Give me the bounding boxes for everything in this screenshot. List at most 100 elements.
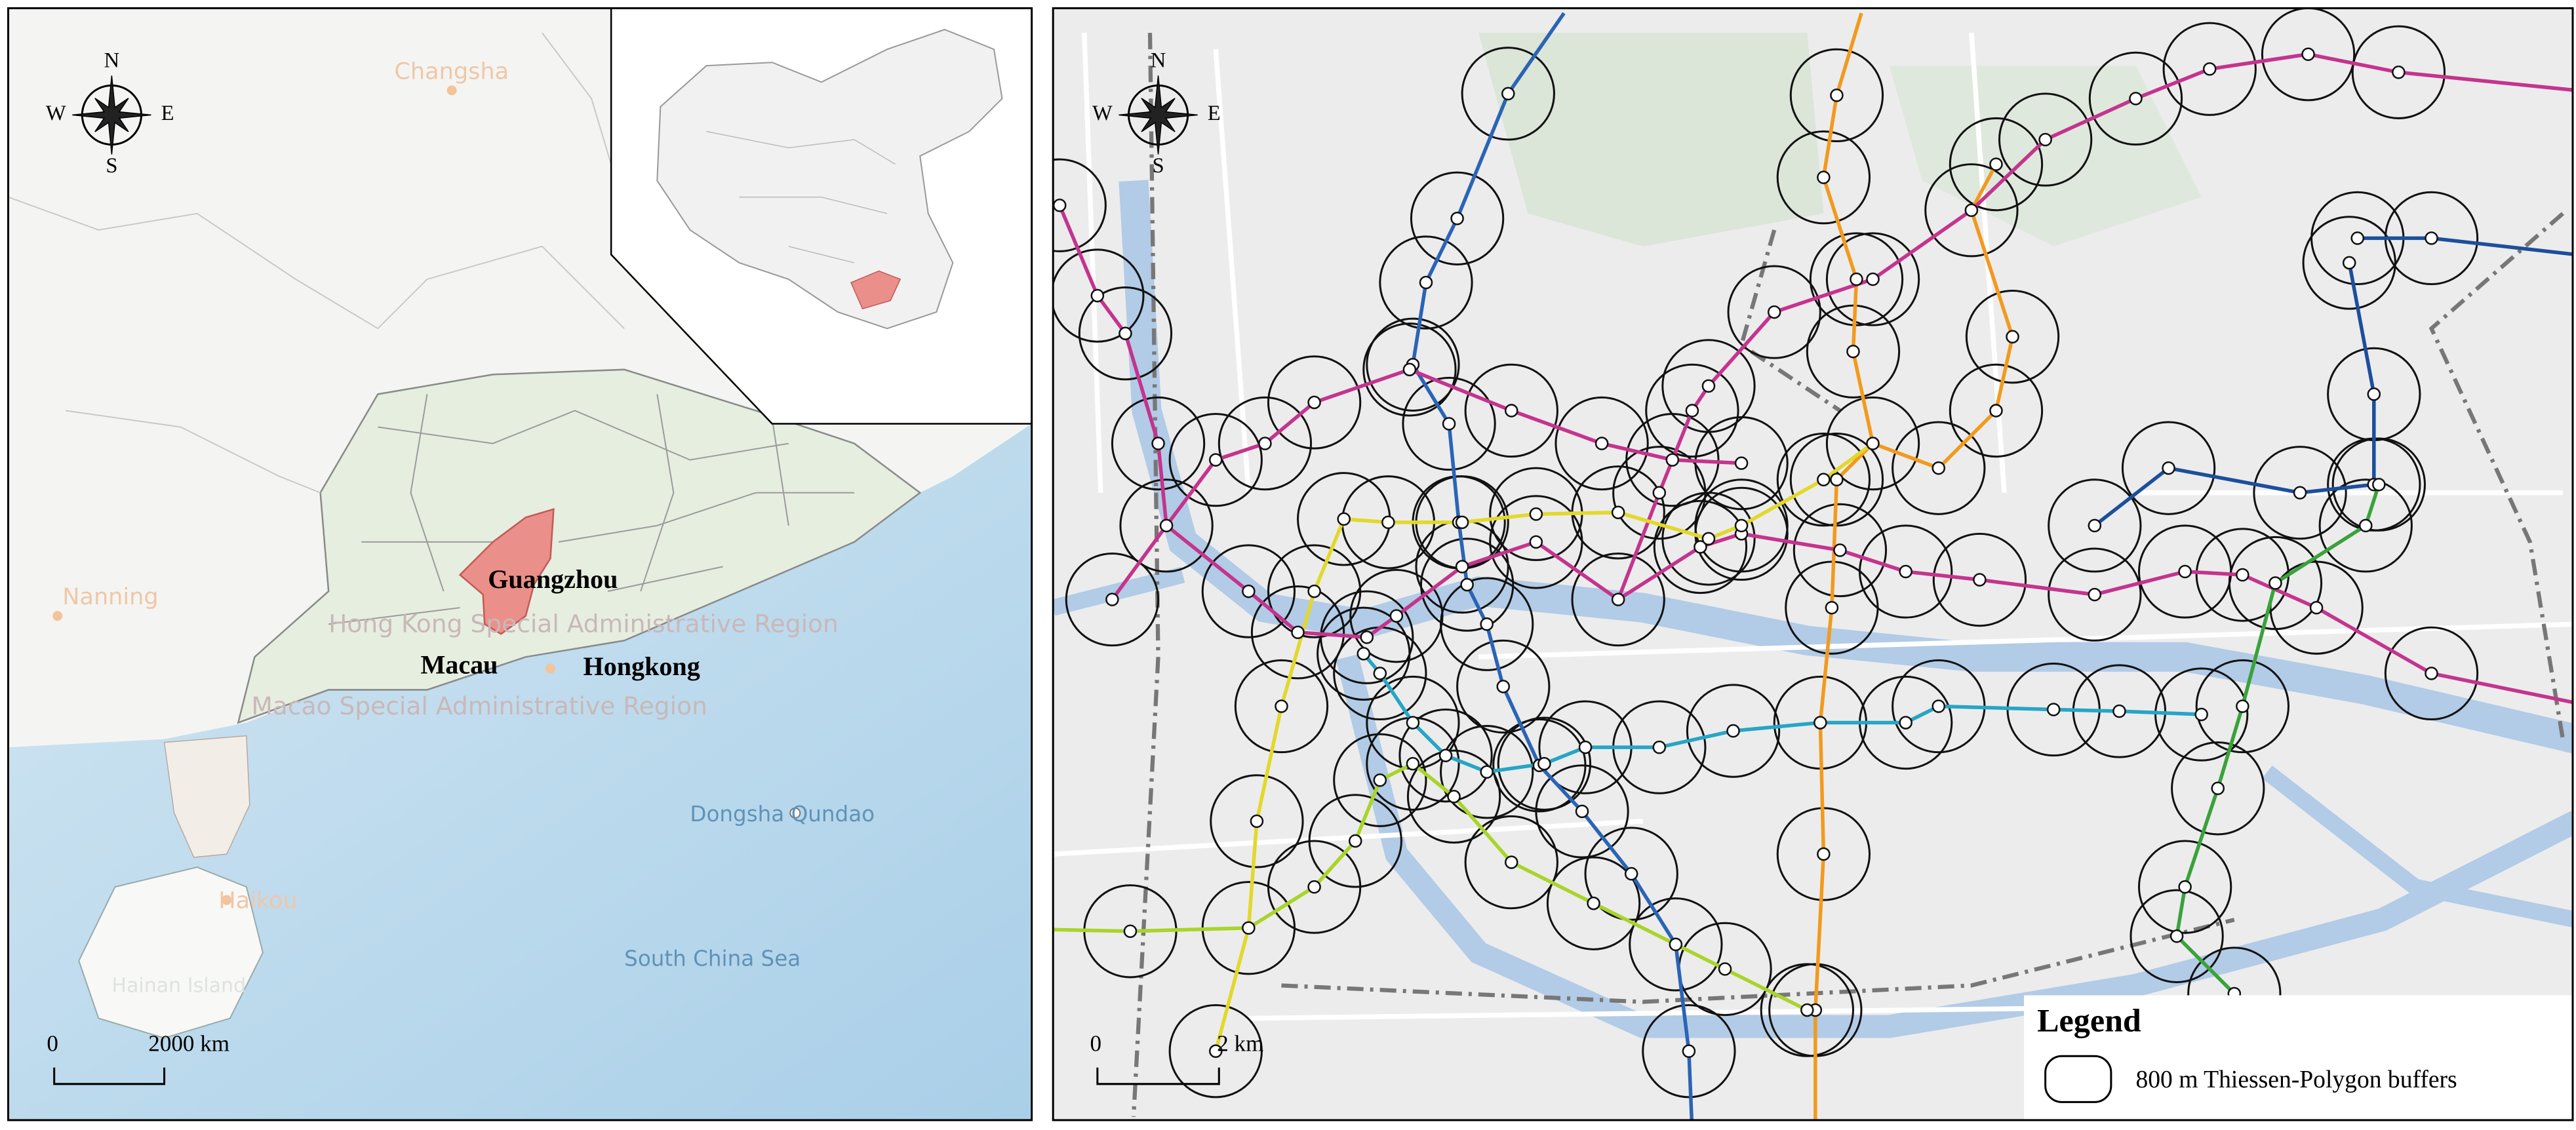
station [2112, 704, 2126, 718]
inset-guangdong [850, 270, 902, 310]
nanning-dot [52, 611, 63, 621]
station [2236, 699, 2249, 713]
station [1989, 157, 2003, 171]
sea [8, 423, 1032, 1120]
station-buffer [1461, 47, 1555, 141]
station [1734, 518, 1749, 533]
station [1291, 625, 1305, 640]
station-buffer [2253, 446, 2347, 540]
station [2236, 568, 2249, 582]
station [2088, 518, 2102, 533]
station [2350, 231, 2365, 245]
station [1817, 170, 1831, 184]
station-buffer [1806, 304, 1901, 399]
station [2269, 576, 2282, 590]
compass-label: S [1152, 154, 1164, 178]
station [1866, 272, 1880, 286]
scale-label: 2 km [1217, 1031, 1263, 1057]
station [1595, 437, 1609, 450]
compass-label: S [106, 154, 117, 178]
station [1480, 617, 1494, 631]
station-buffer [1349, 569, 1444, 663]
station [2046, 703, 2061, 716]
station-buffer [1584, 827, 1678, 921]
station [1208, 453, 1223, 467]
station [1159, 518, 1174, 533]
legend-box [2024, 995, 2573, 1120]
station [1505, 404, 1518, 418]
station-buffer [1924, 163, 2019, 258]
station [2038, 132, 2052, 147]
right-frame [1052, 7, 2574, 1121]
station [1357, 647, 1371, 661]
station-buffer [1892, 421, 1986, 515]
station [2358, 518, 2373, 533]
station [1718, 962, 1732, 976]
station [1480, 765, 1494, 779]
sea-label: South China Sea [624, 946, 801, 971]
station [1932, 461, 1946, 475]
station [2293, 486, 2307, 500]
station-buffer [2331, 437, 2426, 532]
station [2202, 62, 2217, 76]
station [1578, 740, 1593, 754]
station-buffer [1250, 585, 1345, 680]
station-buffer [1965, 290, 2060, 384]
station-buffer [1998, 92, 2093, 187]
station-buffer [1661, 492, 1756, 586]
compass-label: W [1092, 102, 1113, 125]
station-buffer [2121, 421, 2216, 515]
station-buffer [1398, 709, 1493, 803]
station-buffer [1760, 963, 1854, 1057]
station [1587, 896, 1600, 910]
guangzhou-area [458, 508, 555, 635]
station-buffer [1379, 235, 1473, 330]
legend-title: Legend [2037, 1002, 2141, 1039]
station [1817, 473, 1831, 486]
station [1682, 1044, 1696, 1058]
left-frame [7, 7, 1033, 1121]
station-buffer [1464, 363, 1558, 458]
station-buffer [1210, 774, 1304, 868]
station [1964, 203, 1979, 218]
legend-item: 800 m Thiessen-Polygon buffers [2135, 1066, 2457, 1093]
station [1119, 326, 1132, 340]
scale-bar [1096, 1067, 1220, 1085]
island-label: Dongsha Qundao [690, 802, 875, 827]
station [1726, 724, 1740, 738]
station-buffer [2261, 8, 2356, 102]
compass-label: N [104, 49, 120, 73]
city-boundaries [328, 394, 854, 625]
station [1685, 404, 1699, 418]
station [2129, 92, 2143, 106]
station [2211, 781, 2225, 796]
station-buffer [2228, 536, 2323, 631]
station-buffer [2130, 889, 2224, 983]
legend-swatch [2044, 1055, 2112, 1103]
city-label: Haikou [218, 887, 297, 914]
compass-label: W [46, 102, 66, 125]
station [1307, 584, 1321, 598]
inset-frame [610, 8, 1032, 425]
station [1105, 593, 1119, 606]
station-buffer [2195, 659, 2289, 754]
station-buffer [1111, 396, 1206, 491]
river [1336, 654, 2573, 1038]
station-buffer [1406, 749, 1501, 844]
station-buffer [2162, 22, 2257, 116]
station [2392, 66, 2406, 79]
station [2194, 707, 2208, 722]
station-buffer [2137, 840, 2232, 934]
station-buffer [1789, 48, 1884, 143]
station-buffer [1642, 1004, 1736, 1099]
station [2367, 387, 2381, 401]
compass-star [1119, 75, 1198, 155]
city-label: Nanning [62, 583, 158, 610]
compass-star [72, 75, 151, 155]
station [2372, 477, 2386, 492]
station [1373, 667, 1387, 680]
metro-line [1411, 12, 1694, 1120]
station-buffer [2171, 741, 2265, 836]
station-buffer [1949, 363, 2044, 458]
station [1242, 584, 1256, 598]
